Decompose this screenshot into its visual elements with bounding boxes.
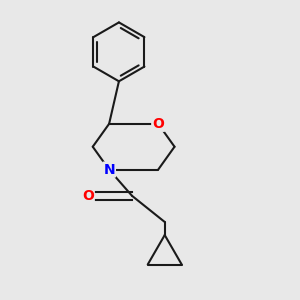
Text: O: O <box>152 117 164 131</box>
Text: O: O <box>82 189 94 203</box>
Text: N: N <box>103 163 115 177</box>
